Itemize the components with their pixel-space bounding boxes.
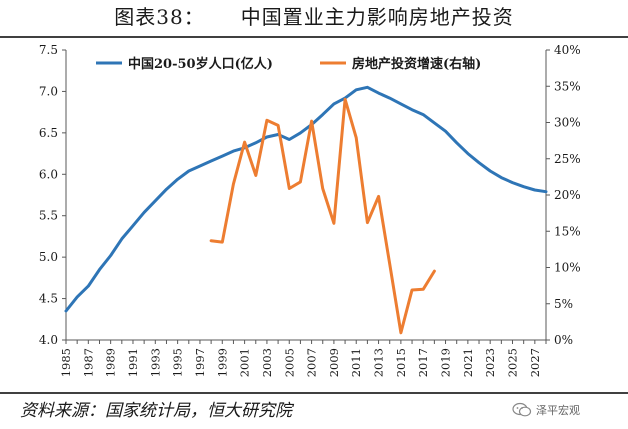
title-main: 中国置业主力影响房地产投资 (240, 5, 514, 29)
x-tick-label: 2013 (372, 348, 386, 377)
watermark-text: 泽平宏观 (536, 404, 580, 417)
y-right-tick-label: 5% (554, 297, 573, 311)
x-tick-label: 2009 (327, 348, 341, 377)
x-tick-label: 1997 (193, 348, 207, 377)
y-right-tick-label: 15% (554, 224, 581, 238)
x-tick-label: 1985 (59, 348, 73, 377)
series-line-2 (209, 97, 436, 335)
y-right-tick-label: 10% (554, 261, 581, 275)
x-tick-label: 2005 (282, 348, 296, 377)
wechat-icon (512, 402, 532, 417)
series-line-1 (64, 85, 548, 313)
watermark: 泽平宏观 (512, 399, 580, 421)
x-tick-label: 1995 (171, 348, 185, 377)
x-tick-label: 2017 (416, 348, 430, 377)
x-tick-label: 2007 (305, 348, 319, 377)
y-right-tick-label: 25% (554, 152, 581, 166)
title-prefix: 图表38： (114, 5, 205, 29)
y-left-tick-label: 4.0 (39, 333, 58, 347)
y-right-tick-label: 20% (554, 188, 581, 202)
y-right-tick-label: 0% (554, 333, 573, 347)
x-tick-label: 1999 (215, 348, 229, 377)
x-tick-label: 2025 (506, 348, 520, 377)
y-right-tick-label: 40% (554, 43, 581, 57)
x-tick-label: 1993 (148, 348, 162, 377)
y-left-tick-label: 5.0 (39, 250, 58, 264)
y-left-tick-label: 7.5 (39, 43, 58, 57)
source-divider (0, 392, 628, 394)
x-tick-label: 2019 (439, 348, 453, 377)
x-tick-label: 2011 (349, 348, 363, 377)
x-tick-label: 2023 (483, 348, 497, 377)
y-right-tick-label: 30% (554, 116, 581, 130)
legend-label-1: 中国20-50岁人口(亿人) (128, 56, 273, 72)
y-left-tick-label: 4.5 (39, 292, 58, 306)
y-left-tick-label: 7.0 (39, 84, 58, 98)
x-tick-label: 1991 (126, 348, 140, 377)
chart-title: 图表38： 中国置业主力影响房地产投资 (0, 0, 628, 34)
line-chart: 4.0 4.5 5.0 5.5 6.0 6.5 7.0 7.5 0% 5% 10% 15% 20% 25%… (39, 43, 581, 377)
x-tick-label: 2001 (238, 348, 252, 377)
source-note: 资料来源：国家统计局，恒大研究院 (20, 401, 292, 421)
y-right-tick-label: 35% (554, 79, 581, 93)
y-left-tick-label: 6.5 (39, 126, 58, 140)
x-tick-label: 2021 (461, 348, 475, 377)
x-tick-label: 2015 (394, 348, 408, 377)
x-tick-label: 2003 (260, 348, 274, 377)
x-tick-label: 1989 (104, 348, 118, 377)
x-tick-label: 2027 (528, 348, 542, 377)
y-left-tick-label: 5.5 (39, 209, 58, 223)
y-left-tick-label: 6.0 (39, 167, 58, 181)
title-divider (0, 36, 628, 38)
x-tick-label: 1987 (81, 348, 95, 377)
legend-label-2: 房地产投资增速(右轴) (352, 56, 481, 72)
